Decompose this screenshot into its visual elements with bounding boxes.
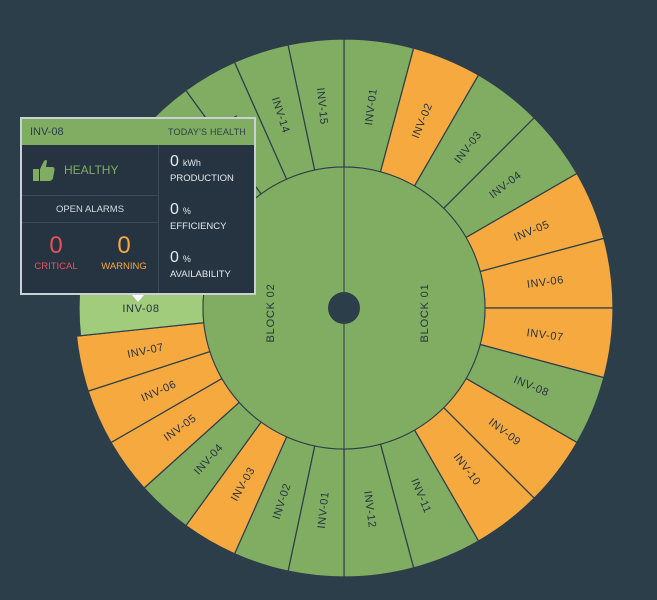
block-02-segment-label-inv-15: INV-15 bbox=[314, 87, 330, 125]
block-02-segment-label-inv-08: INV-08 bbox=[122, 303, 159, 315]
critical-alarms: 0 CRITICAL bbox=[22, 223, 90, 293]
efficiency-unit: % bbox=[182, 206, 191, 216]
block-02-label: BLOCK 02 bbox=[265, 284, 277, 343]
tooltip-metrics: 0 kWh PRODUCTION 0% EFFICIENCY 0% AVAILAB… bbox=[170, 145, 256, 293]
block-01-segment-label-inv-07: INV-07 bbox=[526, 327, 564, 344]
availability-label: AVAILABILITY bbox=[170, 269, 231, 280]
efficiency-value: 0 bbox=[170, 201, 179, 218]
warning-count: 0 bbox=[117, 232, 131, 259]
inverter-tooltip: INV-08 TODAY'S HEALTH HEALTHY OPEN ALARM… bbox=[20, 117, 256, 295]
block-01-segment-label-inv-12: INV-12 bbox=[361, 490, 378, 528]
efficiency-metric: 0% EFFICIENCY bbox=[170, 201, 226, 232]
alarm-counts: 0 CRITICAL 0 WARNING bbox=[22, 223, 158, 293]
availability-metric: 0% AVAILABILITY bbox=[170, 249, 231, 280]
critical-label: CRITICAL bbox=[34, 261, 78, 272]
block-01-segment-label-inv-06: INV-06 bbox=[526, 274, 564, 291]
open-alarms-label: OPEN ALARMS bbox=[22, 196, 158, 223]
tooltip-inverter-name: INV-08 bbox=[30, 126, 64, 138]
availability-unit: % bbox=[182, 254, 191, 264]
health-status-text: HEALTHY bbox=[64, 163, 119, 177]
block-02-segment-label-inv-01: INV-01 bbox=[316, 491, 332, 529]
critical-count: 0 bbox=[49, 232, 63, 259]
tooltip-header: INV-08 TODAY'S HEALTH bbox=[22, 119, 254, 145]
production-metric: 0 kWh PRODUCTION bbox=[170, 153, 234, 184]
production-label: PRODUCTION bbox=[170, 173, 234, 184]
tooltip-pointer bbox=[132, 295, 144, 302]
block-01-area[interactable] bbox=[343, 166, 486, 450]
production-value: 0 bbox=[170, 153, 179, 170]
health-status: HEALTHY bbox=[22, 145, 158, 196]
tooltip-left-panel: HEALTHY OPEN ALARMS 0 CRITICAL 0 WARNING bbox=[22, 145, 159, 293]
tooltip-todays-health: TODAY'S HEALTH bbox=[167, 127, 246, 137]
thumbs-up-icon bbox=[33, 160, 55, 181]
warning-label: WARNING bbox=[101, 261, 147, 272]
availability-value: 0 bbox=[170, 249, 179, 266]
production-unit: kWh bbox=[182, 158, 201, 168]
warning-alarms: 0 WARNING bbox=[90, 223, 158, 293]
block-01[interactable]: BLOCK 01 bbox=[343, 166, 486, 450]
center-hub bbox=[328, 292, 360, 324]
block-01-label: BLOCK 01 bbox=[419, 284, 431, 343]
block-01-segment-label-inv-01: INV-01 bbox=[363, 88, 380, 126]
efficiency-label: EFFICIENCY bbox=[170, 221, 227, 232]
tooltip-body: HEALTHY OPEN ALARMS 0 CRITICAL 0 WARNING… bbox=[22, 145, 254, 293]
